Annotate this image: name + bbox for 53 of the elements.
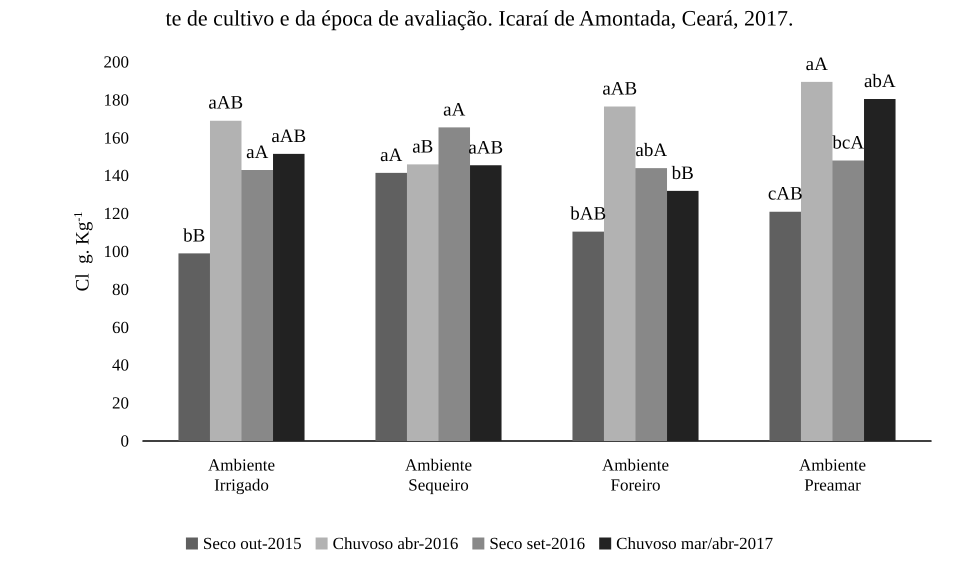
y-tick-label: 180	[104, 90, 129, 110]
data-label: abA	[635, 140, 668, 162]
y-tick-label: 100	[104, 242, 129, 261]
data-label: aAB	[208, 92, 244, 114]
y-tick-label: 120	[104, 204, 129, 224]
bar	[242, 170, 274, 441]
y-axis-title: Cl g. Kg-1	[71, 212, 94, 292]
data-label: aA	[443, 99, 466, 120]
data-label: bB	[672, 162, 694, 184]
legend-label: Chuvoso mar/abr-2017	[616, 534, 774, 553]
data-label: aA	[806, 54, 828, 75]
bar	[604, 106, 636, 441]
y-tick-label: 200	[104, 52, 129, 72]
data-label: aAB	[468, 137, 504, 158]
bar	[375, 172, 407, 441]
y-tick-label: 140	[104, 166, 129, 186]
data-label: aA	[380, 144, 403, 166]
bar	[832, 160, 864, 441]
y-tick-label: 20	[112, 394, 129, 413]
data-label: aA	[246, 142, 269, 164]
bar	[178, 253, 210, 441]
bar	[438, 127, 470, 441]
bar	[800, 82, 832, 441]
bar	[769, 212, 801, 441]
y-tick-label: 60	[112, 318, 129, 337]
chart-title: te de cultivo e da época de avaliação. Icaraí de Amontada, Ceará, 2017.	[166, 6, 794, 30]
data-label: cAB	[768, 184, 803, 205]
x-tick-label: Ambiente Irrigado	[208, 456, 276, 494]
bar	[273, 154, 305, 441]
x-tick-label: Ambiente Preamar	[798, 456, 866, 494]
legend-label: Chuvoso abr-2016	[332, 534, 458, 553]
data-label: bAB	[570, 204, 606, 225]
x-tick-label: Ambiente Sequeiro	[404, 456, 472, 494]
bar	[864, 98, 896, 441]
x-tick-label: Ambiente Foreiro	[602, 456, 670, 494]
bar	[572, 232, 604, 441]
bar	[667, 190, 699, 441]
data-label: bB	[183, 225, 206, 246]
bar	[406, 164, 438, 441]
y-tick-label: 80	[112, 280, 129, 299]
y-tick-label: 160	[104, 128, 129, 148]
data-label: aAB	[271, 126, 306, 147]
bar	[210, 120, 242, 441]
data-label: abA	[864, 70, 896, 92]
bar	[470, 165, 502, 441]
data-label: bcA	[832, 132, 864, 154]
data-label: aB	[412, 136, 434, 158]
legend-label: Seco out-2015	[202, 534, 302, 553]
legend-label: Seco set-2016	[489, 534, 586, 553]
y-tick-label: 40	[112, 356, 129, 375]
bar	[636, 168, 668, 441]
y-tick-label: 0	[120, 432, 129, 450]
data-label: aAB	[602, 78, 638, 100]
